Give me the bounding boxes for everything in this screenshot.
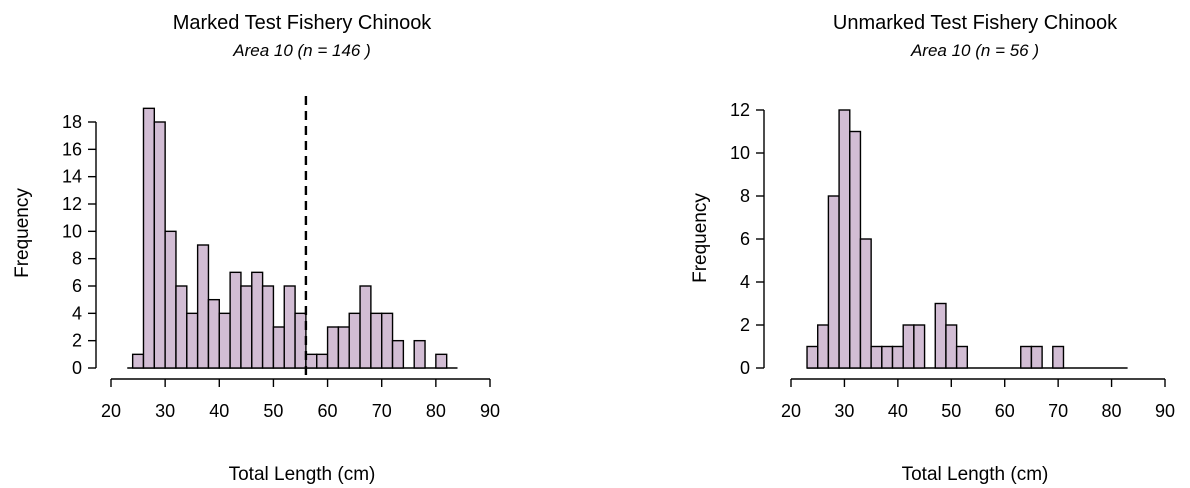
histogram-bar: [142, 107, 156, 369]
histogram-bar: [359, 285, 372, 369]
histogram-bar: [218, 312, 231, 369]
histogram-bar: [891, 345, 904, 369]
histogram-bar: [370, 312, 383, 369]
histogram-bar: [196, 244, 210, 369]
histogram-bar: [827, 195, 840, 369]
histogram-bar: [849, 130, 862, 369]
histogram-bar: [838, 109, 851, 369]
chart-subtitle: Area 10 (n = 146 ): [232, 41, 371, 60]
x-tick-label: 80: [426, 401, 446, 421]
x-axis-label: Total Length (cm): [229, 464, 376, 485]
x-tick-label: 70: [1048, 401, 1068, 421]
histogram-bar: [413, 339, 426, 369]
y-tick-label: 4: [72, 303, 82, 323]
x-tick-label: 30: [155, 401, 175, 421]
histogram-bar: [283, 285, 296, 369]
x-tick-label: 50: [263, 401, 283, 421]
histogram-bar: [381, 312, 394, 369]
y-tick-label: 2: [72, 331, 82, 351]
y-tick-label: 8: [740, 186, 750, 206]
x-tick-label: 70: [372, 401, 392, 421]
y-tick-label: 8: [72, 249, 82, 269]
histogram-bar: [348, 312, 361, 369]
x-tick-label: 30: [834, 401, 854, 421]
histogram-bar: [186, 312, 199, 369]
chart-title: Marked Test Fishery Chinook: [173, 12, 433, 34]
chart-panel-1: Marked Test Fishery Chinook Area 10 (n = …: [12, 12, 500, 485]
y-tick-label: 2: [740, 315, 750, 335]
y-axis-label: Frequency: [690, 193, 711, 283]
histogram-bar: [131, 353, 145, 369]
histogram-bar: [326, 326, 340, 369]
x-tick-label: 20: [781, 401, 801, 421]
x-tick-label: 80: [1102, 401, 1122, 421]
histogram-bar: [305, 353, 318, 369]
histogram-bar: [294, 312, 307, 369]
histogram-bar: [251, 271, 264, 369]
histogram-bar: [945, 324, 958, 369]
x-tick-label: 60: [318, 401, 338, 421]
y-axis-label: Frequency: [12, 188, 33, 278]
y-tick-label: 0: [72, 358, 82, 378]
y-tick-label: 6: [72, 276, 82, 296]
chart-panel-2: Unmarked Test Fishery Chinook Area 10 (n …: [690, 12, 1175, 485]
histogram-bar: [913, 324, 926, 369]
histogram-bar: [881, 345, 894, 369]
x-tick-label: 50: [941, 401, 961, 421]
histogram-bar: [934, 302, 947, 369]
x-tick-label: 40: [209, 401, 229, 421]
y-tick-label: 10: [730, 143, 750, 163]
histogram-bar: [272, 326, 285, 369]
histogram-bar: [175, 285, 188, 369]
histogram-bar: [240, 285, 253, 369]
y-tick-label: 0: [740, 358, 750, 378]
histogram-bar: [1020, 345, 1033, 369]
histogram-bar: [806, 345, 819, 369]
histogram-bar: [955, 345, 969, 369]
x-tick-label: 40: [888, 401, 908, 421]
y-tick-label: 14: [62, 167, 82, 187]
histogram-bar: [337, 326, 350, 369]
y-tick-label: 12: [62, 194, 82, 214]
x-tick-label: 90: [1155, 401, 1175, 421]
chart-subtitle: Area 10 (n = 56 ): [910, 41, 1039, 60]
histogram-bar: [435, 353, 448, 369]
histogram-bar: [164, 230, 177, 369]
histogram-bar: [1052, 345, 1065, 369]
histogram-bar: [229, 271, 242, 369]
histogram-bar: [316, 353, 329, 369]
histogram-bar: [902, 324, 915, 369]
histogram-bar: [261, 285, 275, 369]
y-tick-label: 12: [730, 100, 750, 120]
y-tick-label: 18: [62, 112, 82, 132]
histogram-bar: [153, 121, 166, 369]
x-tick-label: 20: [101, 401, 121, 421]
histogram-bar: [870, 345, 883, 369]
histogram-bar: [859, 238, 872, 369]
y-tick-label: 6: [740, 229, 750, 249]
x-tick-label: 60: [995, 401, 1015, 421]
histogram-bar: [817, 324, 830, 369]
y-tick-label: 4: [740, 272, 750, 292]
x-tick-label: 90: [480, 401, 500, 421]
histogram-bar: [1030, 345, 1043, 369]
histogram-bar: [207, 298, 220, 369]
y-tick-label: 16: [62, 139, 82, 159]
x-axis-label: Total Length (cm): [902, 464, 1049, 485]
y-tick-label: 10: [62, 221, 82, 241]
histogram-bar: [391, 339, 405, 369]
chart-title: Unmarked Test Fishery Chinook: [833, 12, 1118, 34]
